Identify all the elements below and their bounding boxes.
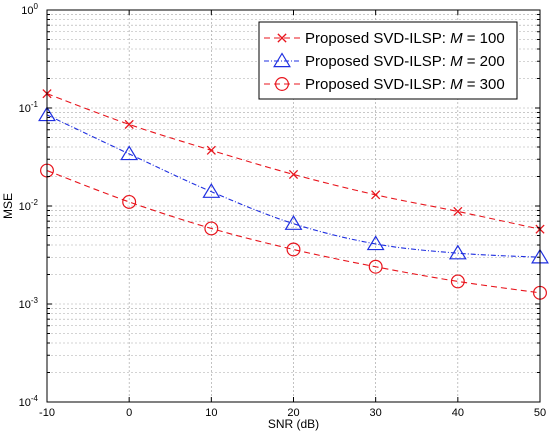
x-tick-label: 10 xyxy=(205,407,217,419)
triangle-marker xyxy=(120,145,139,161)
circle-marker xyxy=(122,194,137,209)
y-tick-label: 100 xyxy=(21,2,38,17)
legend-label: Proposed SVD-ILSP: M = 300 xyxy=(305,76,505,93)
x-marker xyxy=(288,169,299,180)
x-tick-label: 20 xyxy=(287,407,299,419)
x-axis-label: SNR (dB) xyxy=(268,417,319,431)
triangle-marker xyxy=(366,235,385,251)
x-tick-label: 40 xyxy=(452,407,464,419)
circle-marker xyxy=(286,242,301,257)
triangle-marker xyxy=(448,244,467,260)
y-tick-label: 10-4 xyxy=(19,394,39,409)
circle-marker xyxy=(450,274,465,289)
legend-entry: Proposed SVD-ILSP: M = 200 xyxy=(264,52,505,70)
x-tick-label: 50 xyxy=(534,407,546,419)
x-tick-label: 30 xyxy=(370,407,382,419)
triangle-marker xyxy=(202,183,221,198)
series-layer xyxy=(38,89,549,300)
legend: Proposed SVD-ILSP: M = 100 Proposed SVD-I… xyxy=(258,21,518,100)
y-tick-label: 10-3 xyxy=(19,296,39,311)
x-marker xyxy=(277,33,287,43)
circle-marker xyxy=(204,221,219,236)
legend-box xyxy=(258,21,518,100)
x-tick-label: -10 xyxy=(39,407,55,419)
legend-entry: Proposed SVD-ILSP: M = 100 xyxy=(264,30,505,47)
legend-label: Proposed SVD-ILSP: M = 100 xyxy=(305,30,505,47)
circle-marker xyxy=(368,259,383,274)
x-marker xyxy=(371,190,381,200)
triangle-marker xyxy=(284,215,303,230)
legend-entry: Proposed SVD-ILSP: M = 300 xyxy=(264,76,505,93)
axis-ticks xyxy=(46,9,541,403)
tick-labels: -10 0 10 20 30 40 50 100 10-1 10-2 10-3 10-4 xyxy=(19,2,547,419)
y-tick-label: 10-1 xyxy=(19,100,39,115)
y-axis-label: MSE xyxy=(1,193,15,219)
series-line xyxy=(46,114,541,258)
x-marker xyxy=(453,206,463,217)
y-tick-label: 10-2 xyxy=(19,198,39,213)
x-marker xyxy=(124,119,134,129)
x-tick-label: 0 xyxy=(126,407,132,419)
circle-marker xyxy=(275,77,289,91)
series-1 xyxy=(42,89,545,234)
triangle-marker xyxy=(273,52,291,68)
legend-label: Proposed SVD-ILSP: M = 200 xyxy=(305,53,505,70)
x-marker xyxy=(206,145,216,155)
